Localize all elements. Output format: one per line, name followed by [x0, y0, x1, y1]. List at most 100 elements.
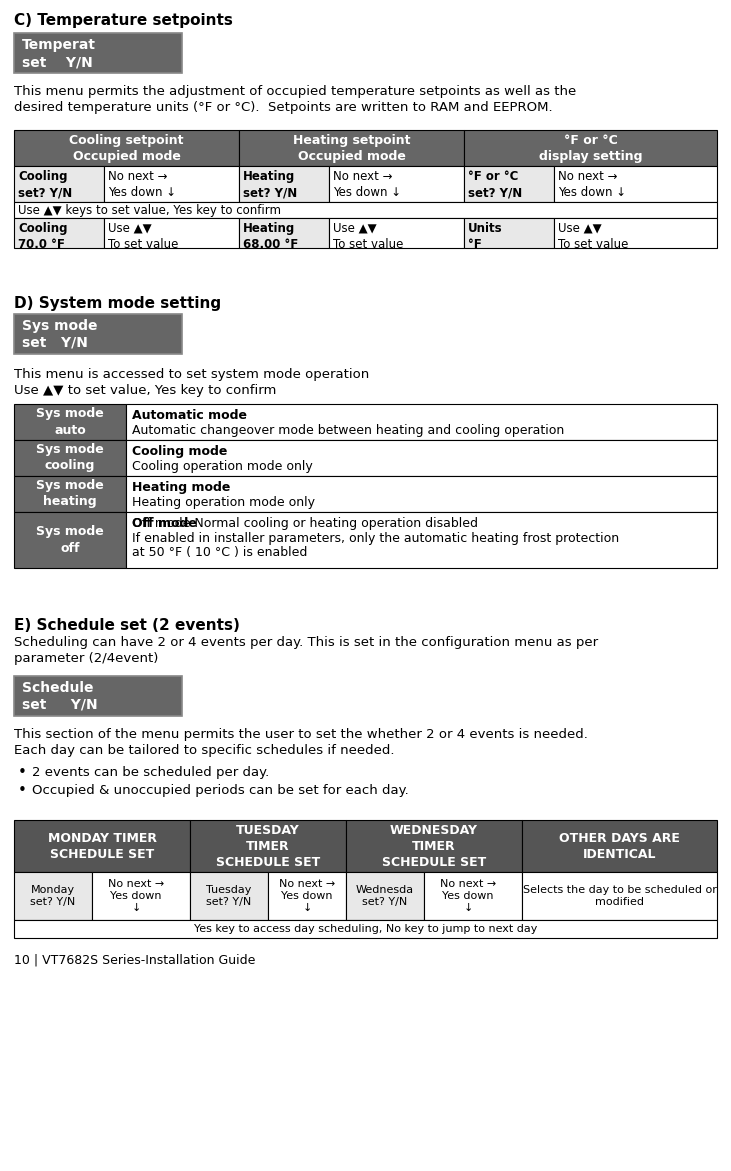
- Bar: [239, 166, 329, 203]
- Text: Sys mode: Sys mode: [22, 319, 97, 333]
- Text: Schedule: Schedule: [22, 682, 94, 696]
- Text: Off mode: Off mode: [132, 518, 197, 530]
- Bar: [14, 440, 126, 475]
- Bar: [14, 676, 182, 715]
- Bar: [126, 475, 717, 512]
- Text: Tuesday
set? Y/N: Tuesday set? Y/N: [206, 885, 251, 908]
- Bar: [190, 820, 346, 872]
- Bar: [329, 218, 464, 248]
- Text: 2 events can be scheduled per day.: 2 events can be scheduled per day.: [32, 766, 269, 779]
- Text: D) System mode setting: D) System mode setting: [14, 296, 221, 311]
- Text: set     Y/N: set Y/N: [22, 698, 98, 712]
- Text: OTHER DAYS ARE
IDENTICAL: OTHER DAYS ARE IDENTICAL: [559, 831, 680, 861]
- Text: Cooling operation mode only: Cooling operation mode only: [132, 460, 313, 473]
- Text: Selects the day to be scheduled or
modified: Selects the day to be scheduled or modif…: [523, 885, 716, 908]
- Bar: [14, 475, 126, 512]
- Text: Monday
set? Y/N: Monday set? Y/N: [31, 885, 75, 908]
- Bar: [14, 920, 717, 938]
- Text: Use ▲▼
To set value: Use ▲▼ To set value: [333, 222, 404, 251]
- Text: 10 | VT7682S Series-Installation Guide: 10 | VT7682S Series-Installation Guide: [14, 954, 255, 967]
- Bar: [14, 130, 239, 166]
- Bar: [464, 130, 717, 166]
- Bar: [329, 166, 464, 203]
- Text: Heating
set? Y/N: Heating set? Y/N: [243, 170, 298, 199]
- Text: •: •: [18, 783, 27, 797]
- Text: Use ▲▼ keys to set value, Yes key to confirm: Use ▲▼ keys to set value, Yes key to con…: [18, 204, 281, 217]
- Text: Heating mode: Heating mode: [132, 481, 230, 494]
- Text: Scheduling can have 2 or 4 events per day. This is set in the configuration menu: Scheduling can have 2 or 4 events per da…: [14, 636, 598, 665]
- Bar: [14, 512, 126, 568]
- Text: Sys mode
cooling: Sys mode cooling: [36, 444, 104, 473]
- Text: Sys mode
heating: Sys mode heating: [36, 479, 104, 508]
- Bar: [522, 872, 717, 920]
- Bar: [126, 512, 717, 568]
- Text: No next →
Yes down
↓: No next → Yes down ↓: [279, 878, 335, 913]
- Text: E) Schedule set (2 events): E) Schedule set (2 events): [14, 618, 240, 634]
- Bar: [14, 218, 104, 248]
- Bar: [14, 820, 190, 872]
- Bar: [126, 404, 717, 440]
- Text: This menu is accessed to set system mode operation: This menu is accessed to set system mode…: [14, 368, 369, 381]
- Text: No next →
Yes down ↓: No next → Yes down ↓: [558, 170, 626, 199]
- Bar: [14, 872, 92, 920]
- Text: Off mode Normal cooling or heating operation disabled: Off mode Normal cooling or heating opera…: [132, 518, 478, 530]
- Text: Heating operation mode only: Heating operation mode only: [132, 497, 315, 509]
- Bar: [126, 440, 717, 475]
- Text: Use ▲▼ to set value, Yes key to confirm: Use ▲▼ to set value, Yes key to confirm: [14, 384, 276, 397]
- Text: Automatic changeover mode between heating and cooling operation: Automatic changeover mode between heatin…: [132, 424, 564, 437]
- Bar: [464, 166, 554, 203]
- Text: MONDAY TIMER
SCHEDULE SET: MONDAY TIMER SCHEDULE SET: [48, 831, 156, 861]
- Text: Sys mode
auto: Sys mode auto: [36, 408, 104, 437]
- Text: Sys mode
off: Sys mode off: [36, 526, 104, 555]
- Text: Use ▲▼
To set value: Use ▲▼ To set value: [558, 222, 629, 251]
- Bar: [14, 404, 126, 440]
- Text: Units
°F: Units °F: [468, 222, 503, 251]
- Text: Cooling setpoint
Occupied mode: Cooling setpoint Occupied mode: [69, 133, 183, 163]
- Text: No next →
Yes down ↓: No next → Yes down ↓: [333, 170, 401, 199]
- Bar: [14, 314, 182, 354]
- Text: This section of the menu permits the user to set the whether 2 or 4 events is ne: This section of the menu permits the use…: [14, 728, 588, 756]
- Text: °F or °C
display setting: °F or °C display setting: [539, 133, 643, 163]
- Text: Cooling
set? Y/N: Cooling set? Y/N: [18, 170, 72, 199]
- Bar: [554, 218, 717, 248]
- Text: No next →
Yes down
↓: No next → Yes down ↓: [440, 878, 496, 913]
- Text: Cooling
70.0 °F: Cooling 70.0 °F: [18, 222, 67, 251]
- Bar: [104, 166, 239, 203]
- Text: Temperat: Temperat: [22, 37, 96, 52]
- Bar: [92, 872, 190, 920]
- Bar: [239, 218, 329, 248]
- Text: Occupied & unoccupied periods can be set for each day.: Occupied & unoccupied periods can be set…: [32, 785, 409, 797]
- Text: WEDNESDAY
TIMER
SCHEDULE SET: WEDNESDAY TIMER SCHEDULE SET: [382, 823, 486, 869]
- Text: Heating setpoint
Occupied mode: Heating setpoint Occupied mode: [292, 133, 410, 163]
- Text: Automatic mode: Automatic mode: [132, 409, 247, 422]
- Bar: [104, 218, 239, 248]
- Text: Heating
68.00 °F: Heating 68.00 °F: [243, 222, 298, 251]
- Text: TUESDAY
TIMER
SCHEDULE SET: TUESDAY TIMER SCHEDULE SET: [216, 823, 320, 869]
- Text: Wednesda
set? Y/N: Wednesda set? Y/N: [356, 885, 414, 908]
- Text: •: •: [18, 765, 27, 780]
- Text: No next →
Yes down
↓: No next → Yes down ↓: [108, 878, 164, 913]
- Bar: [464, 218, 554, 248]
- Bar: [522, 820, 717, 872]
- Text: Cooling mode: Cooling mode: [132, 445, 227, 458]
- Bar: [14, 33, 182, 73]
- Text: at 50 °F ( 10 °C ) is enabled: at 50 °F ( 10 °C ) is enabled: [132, 546, 307, 559]
- Bar: [554, 166, 717, 203]
- Bar: [268, 872, 346, 920]
- Text: set   Y/N: set Y/N: [22, 336, 88, 350]
- Text: °F or °C
set? Y/N: °F or °C set? Y/N: [468, 170, 522, 199]
- Text: set    Y/N: set Y/N: [22, 55, 93, 69]
- Text: Use ▲▼
To set value: Use ▲▼ To set value: [108, 222, 178, 251]
- Bar: [346, 820, 522, 872]
- Bar: [346, 872, 424, 920]
- Text: Yes key to access day scheduling, No key to jump to next day: Yes key to access day scheduling, No key…: [194, 924, 537, 934]
- Bar: [14, 203, 717, 218]
- Bar: [14, 166, 104, 203]
- Text: This menu permits the adjustment of occupied temperature setpoints as well as th: This menu permits the adjustment of occu…: [14, 85, 576, 114]
- Text: C) Temperature setpoints: C) Temperature setpoints: [14, 13, 233, 28]
- Text: No next →
Yes down ↓: No next → Yes down ↓: [108, 170, 176, 199]
- Bar: [239, 130, 464, 166]
- Bar: [190, 872, 268, 920]
- Text: If enabled in installer parameters, only the automatic heating frost protection: If enabled in installer parameters, only…: [132, 532, 619, 545]
- Bar: [424, 872, 522, 920]
